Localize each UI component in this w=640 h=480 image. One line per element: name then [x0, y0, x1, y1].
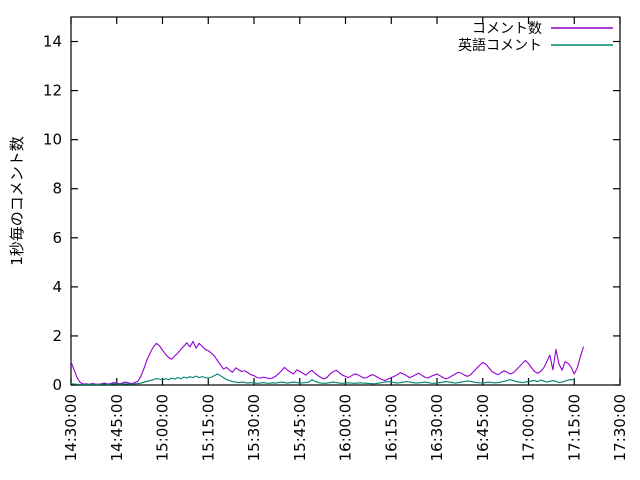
- y-axis-title-text: 1秒毎のコメント数: [8, 136, 26, 266]
- y-tick-label: 6: [52, 229, 62, 247]
- x-axis-tick-labels: 14:30:00 14:45:00 15:00:00 15:15:00 15:30:00…: [62, 394, 629, 461]
- y-tick-label: 8: [52, 180, 62, 198]
- x-tick-label: 14:30:00: [62, 394, 80, 461]
- legend-label: 英語コメント: [458, 37, 542, 54]
- x-tick-label: 16:45:00: [474, 394, 492, 461]
- legend-label: コメント数: [472, 21, 542, 37]
- x-tick-label: 17:15:00: [565, 394, 583, 461]
- y-tick-label: 10: [43, 131, 62, 149]
- x-tick-label: 15:00:00: [154, 394, 172, 461]
- x-tick-label: 15:30:00: [245, 394, 263, 461]
- x-tick-label: 17:30:00: [611, 394, 629, 461]
- x-tick-label: 16:15:00: [382, 394, 400, 461]
- y-axis-tick-labels: 14 12 10 8 6 4 2 0: [43, 33, 62, 394]
- y-tick-label: 14: [43, 33, 62, 51]
- y-axis-title: 1秒毎のコメント数: [8, 136, 26, 266]
- x-tick-label: 15:15:00: [199, 394, 217, 461]
- plot-frame: [70, 16, 621, 386]
- x-tick-label: 16:30:00: [428, 394, 446, 461]
- series-group: [70, 340, 584, 386]
- y-tick-label: 4: [52, 278, 62, 296]
- y-tick-label: 12: [43, 82, 62, 100]
- x-tick-label: 17:00:00: [520, 394, 538, 461]
- y-tick-label: 2: [52, 327, 62, 345]
- x-tick-label: 16:00:00: [337, 394, 355, 461]
- series-line-english-comment: [70, 373, 575, 386]
- x-tick-label: 15:45:00: [291, 394, 309, 461]
- y-tick-label: 0: [52, 376, 62, 394]
- series-line-comment-count: [70, 340, 584, 385]
- x-tick-label: 14:45:00: [108, 394, 126, 461]
